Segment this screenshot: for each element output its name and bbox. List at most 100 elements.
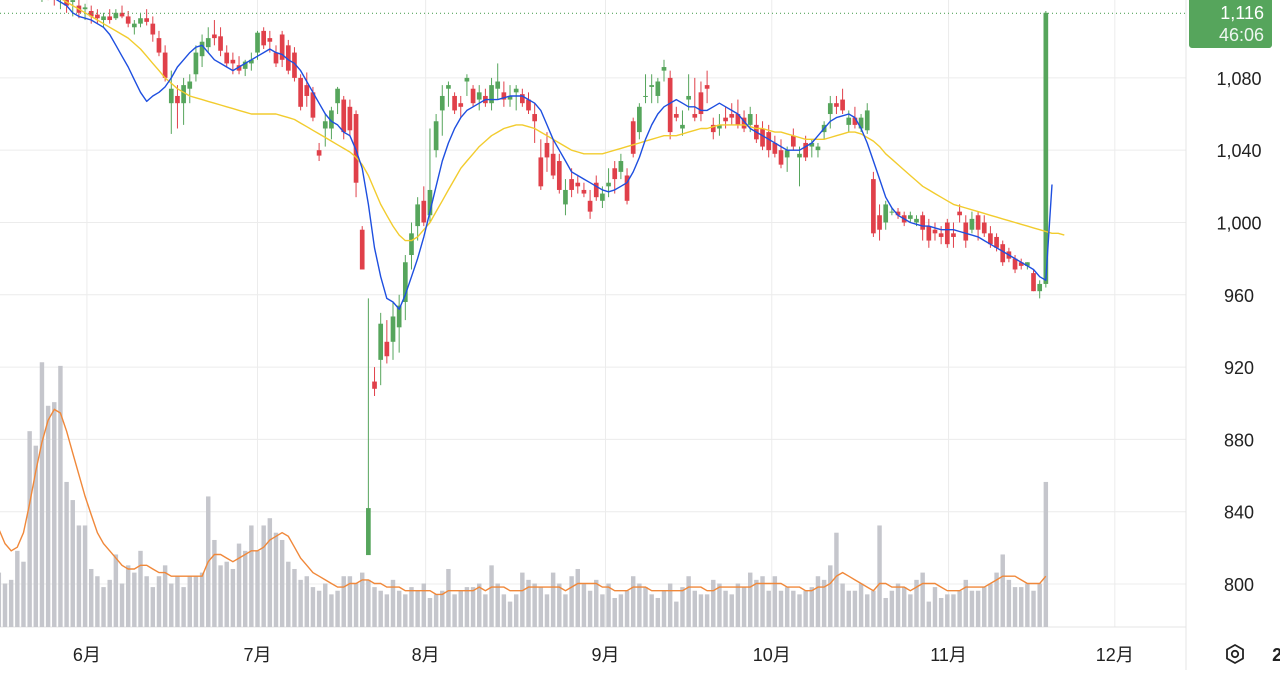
candle-down — [551, 139, 556, 179]
volume-bar — [1001, 554, 1005, 627]
candle-down — [107, 9, 112, 23]
volume-bar — [705, 594, 709, 627]
volume-bar — [545, 594, 549, 627]
candle-down — [274, 45, 279, 67]
volume-bar — [631, 576, 635, 627]
volume-bar — [582, 583, 586, 627]
volume-bar — [520, 573, 524, 627]
candle-up — [40, 0, 45, 2]
candle-down — [120, 6, 125, 19]
volume-bar — [711, 580, 715, 627]
candle-up — [446, 81, 451, 106]
candle-up — [489, 78, 494, 111]
volume-bar — [372, 587, 376, 627]
volume-bar — [754, 580, 758, 627]
candle-down — [945, 219, 950, 248]
candle-up — [138, 13, 143, 27]
volume-bar — [52, 402, 56, 627]
volume-bar — [730, 594, 734, 627]
candle-down — [588, 190, 593, 219]
volume-bar — [21, 562, 25, 627]
volume-bar — [508, 602, 512, 627]
candle-down — [452, 92, 457, 114]
y-tick-label: 960 — [1224, 286, 1254, 306]
volume-bar — [83, 525, 87, 627]
volume-bar — [945, 594, 949, 627]
volume-bar — [976, 591, 980, 627]
volume-bar — [890, 591, 894, 627]
volume-bar — [243, 551, 247, 627]
candle-down — [538, 139, 543, 190]
volume-bar — [434, 594, 438, 627]
candle-down — [575, 175, 580, 193]
candle-down — [594, 175, 599, 200]
volume-bar — [95, 576, 99, 627]
volume-ma-line — [0, 409, 1046, 594]
volume-bar — [797, 594, 801, 627]
candle-layer — [3, 0, 1049, 555]
candle-up — [1037, 280, 1042, 298]
volume-bar — [828, 565, 832, 627]
volume-bar — [896, 583, 900, 627]
volume-bar — [576, 569, 580, 627]
volume-bar — [101, 587, 105, 627]
volume-bar — [680, 587, 684, 627]
volume-bar — [305, 576, 309, 627]
volume-bar — [212, 540, 216, 627]
y-tick-label: 1,000 — [1216, 213, 1261, 233]
candle-up — [495, 63, 500, 99]
volume-bar — [853, 591, 857, 627]
candle-down — [779, 139, 784, 168]
candle-up — [970, 212, 975, 234]
chart-settings-button[interactable] — [1222, 642, 1248, 666]
candle-down — [532, 103, 537, 143]
volume-bar — [539, 587, 543, 627]
x-tick-label: 11月 — [930, 645, 967, 665]
volume-bar — [452, 594, 456, 627]
y-tick-label: 920 — [1224, 358, 1254, 378]
y-tick-label: 1,040 — [1216, 141, 1261, 161]
volume-bar — [194, 576, 198, 627]
volume-bar — [89, 569, 93, 627]
candle-up — [865, 103, 870, 134]
candle-up — [132, 20, 137, 34]
candle-up — [563, 179, 568, 215]
volume-bar — [600, 594, 604, 627]
volume-bar — [27, 431, 31, 627]
volume-bar — [237, 544, 241, 627]
candle-up — [187, 74, 192, 103]
volume-bar — [311, 587, 315, 627]
volume-bar — [459, 591, 463, 627]
candle-down — [298, 74, 303, 110]
volume-bar — [957, 591, 961, 627]
volume-bar — [902, 587, 906, 627]
candle-up — [194, 45, 199, 81]
volume-bar — [871, 591, 875, 627]
volume-bar — [1031, 591, 1035, 627]
volume-bar — [64, 482, 68, 627]
volume-bar — [1019, 587, 1023, 627]
volume-bar — [218, 565, 222, 627]
candle-down — [877, 204, 882, 240]
volume-bar — [428, 598, 432, 627]
volume-bar — [742, 587, 746, 627]
volume-bar — [317, 591, 321, 627]
volume-bar — [982, 587, 986, 627]
candle-down — [372, 367, 377, 396]
candle-up — [403, 255, 408, 320]
volume-bar — [1013, 587, 1017, 627]
y-tick-label: 880 — [1224, 430, 1254, 450]
volume-bar — [465, 587, 469, 627]
volume-bar — [970, 591, 974, 627]
volume-bar — [674, 602, 678, 627]
candle-up — [686, 74, 691, 110]
volume-bar — [699, 594, 703, 627]
candle-down — [729, 103, 734, 125]
volume-bar — [656, 598, 660, 627]
candle-up — [440, 85, 445, 136]
candle-down — [699, 81, 704, 121]
volume-bar — [274, 533, 278, 627]
